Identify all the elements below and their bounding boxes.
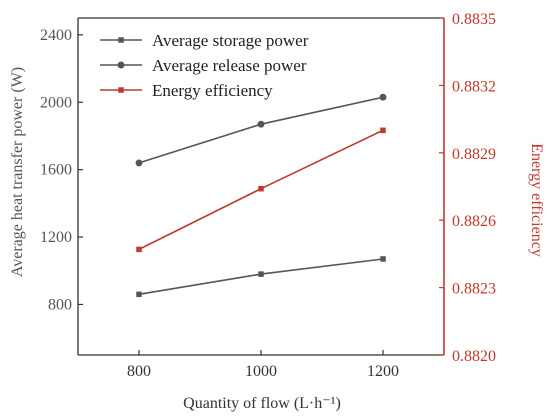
legend-marker xyxy=(118,37,124,43)
data-point xyxy=(135,159,143,167)
right-y-tick-label: 0.8832 xyxy=(452,78,496,95)
x-axis-label: Quantity of flow (L·h⁻¹) xyxy=(183,395,341,412)
x-tick-label: 1000 xyxy=(245,363,277,380)
right-y-tick-label: 0.8829 xyxy=(452,146,496,163)
left-y-tick-label: 2400 xyxy=(40,27,72,44)
data-point xyxy=(136,291,142,298)
data-point xyxy=(258,271,264,277)
legend-label: Energy efficiency xyxy=(152,81,273,100)
left-y-tick-label: 1600 xyxy=(40,162,72,179)
left-y-tick-label: 1200 xyxy=(40,229,72,246)
legend-marker xyxy=(117,61,125,69)
left-y-axis-label: Average heat transfer power (W) xyxy=(9,67,26,277)
data-point xyxy=(258,185,264,192)
right-y-axis-label: Energy efficiency xyxy=(528,143,545,257)
data-point xyxy=(380,256,386,262)
data-point xyxy=(380,127,386,134)
left-y-tick-label: 800 xyxy=(48,296,72,313)
x-tick-label: 1200 xyxy=(367,363,399,380)
series-layer xyxy=(135,93,387,298)
axes: 800 1000 1200 800 1200 1600 2000 2400 0.8820 0.88… xyxy=(40,11,496,380)
series-line-1 xyxy=(138,96,384,164)
x-tick-label: 800 xyxy=(127,363,151,380)
legend-marker xyxy=(118,87,124,93)
data-point xyxy=(257,120,265,128)
data-point xyxy=(136,246,142,253)
right-y-tick-label: 0.8820 xyxy=(452,348,496,365)
legend-label: Average release power xyxy=(152,56,307,75)
left-y-tick-label: 2000 xyxy=(40,94,72,111)
right-y-tick-label: 0.8835 xyxy=(452,11,496,28)
data-point xyxy=(379,93,387,101)
legend-label: Average storage power xyxy=(152,31,309,50)
legend: Average storage power Average release pow… xyxy=(100,31,309,100)
right-y-tick-label: 0.8823 xyxy=(452,281,496,298)
right-y-tick-label: 0.8826 xyxy=(452,213,496,230)
